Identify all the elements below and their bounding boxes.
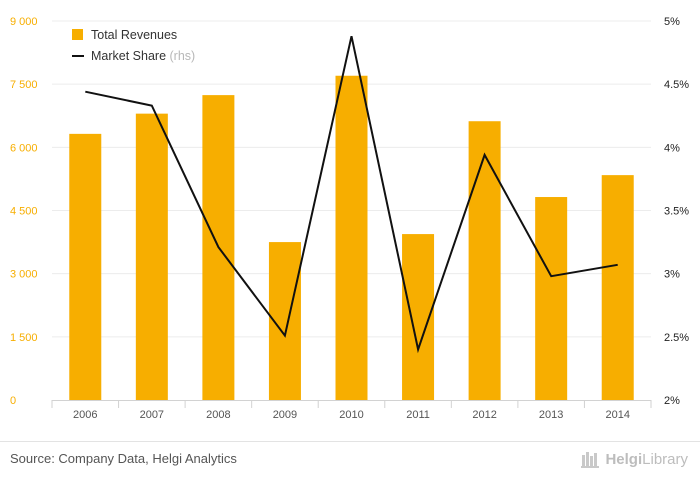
x-tick-label: 2009 xyxy=(273,409,297,421)
x-tick-label: 2006 xyxy=(73,409,97,421)
bar xyxy=(535,197,568,400)
bar xyxy=(135,113,168,401)
x-tick-label: 2012 xyxy=(472,409,496,421)
legend-label-total-revenues: Total Revenues xyxy=(91,28,177,42)
right-y-tick-label: 4.5% xyxy=(664,79,689,91)
left-y-tick-label: 4 500 xyxy=(10,206,38,218)
books-icon xyxy=(581,452,600,468)
source-note: Source: Company Data, Helgi Analytics xyxy=(10,451,237,466)
x-tick-label: 2011 xyxy=(406,409,430,421)
bar xyxy=(601,175,634,400)
left-y-tick-label: 3 000 xyxy=(10,269,38,281)
bar xyxy=(69,133,102,400)
footer-divider xyxy=(0,441,700,442)
left-y-tick-label: 0 xyxy=(10,395,16,407)
left-y-tick-label: 9 000 xyxy=(10,16,38,28)
x-tick-label: 2008 xyxy=(206,409,230,421)
right-y-tick-label: 5% xyxy=(664,16,680,28)
x-tick-label: 2010 xyxy=(339,409,363,421)
combo-chart: 2006 2007 2008 2009 2010 2011 2012 2013 2014 0 1 … xyxy=(10,16,689,421)
right-y-tick-label: 2.5% xyxy=(664,332,689,344)
legend: Total Revenues Market Share (rhs) xyxy=(72,28,195,63)
x-tick-label: 2007 xyxy=(140,409,164,421)
left-y-axis: 0 1 500 3 000 4 500 6 000 7 500 9 000 xyxy=(10,16,38,407)
line-series-market-share xyxy=(85,35,618,354)
bar xyxy=(335,75,368,400)
legend-label-market-share: Market Share (rhs) xyxy=(91,49,195,63)
market-share-line xyxy=(85,35,618,354)
left-y-tick-label: 6 000 xyxy=(10,142,38,154)
left-y-tick-label: 7 500 xyxy=(10,79,38,91)
legend-rhs-note: (rhs) xyxy=(170,49,196,63)
helgi-library-logo: HelgiLibrary xyxy=(581,450,688,468)
left-y-tick-label: 1 500 xyxy=(10,332,38,344)
right-y-axis: 2% 2.5% 3% 3.5% 4% 4.5% 5% xyxy=(664,16,689,407)
bar xyxy=(468,121,501,401)
right-y-tick-label: 4% xyxy=(664,142,680,154)
logo-text: HelgiLibrary xyxy=(605,450,688,468)
legend-swatch-total-revenues xyxy=(72,29,83,40)
x-tick-label: 2013 xyxy=(539,409,563,421)
right-y-tick-label: 3% xyxy=(664,269,680,281)
bar-series-total-revenues xyxy=(69,75,634,401)
x-axis: 2006 2007 2008 2009 2010 2011 2012 2013 2014 xyxy=(51,400,652,421)
x-tick-label: 2014 xyxy=(605,409,629,421)
right-y-tick-label: 2% xyxy=(664,395,680,407)
right-y-tick-label: 3.5% xyxy=(664,206,689,218)
